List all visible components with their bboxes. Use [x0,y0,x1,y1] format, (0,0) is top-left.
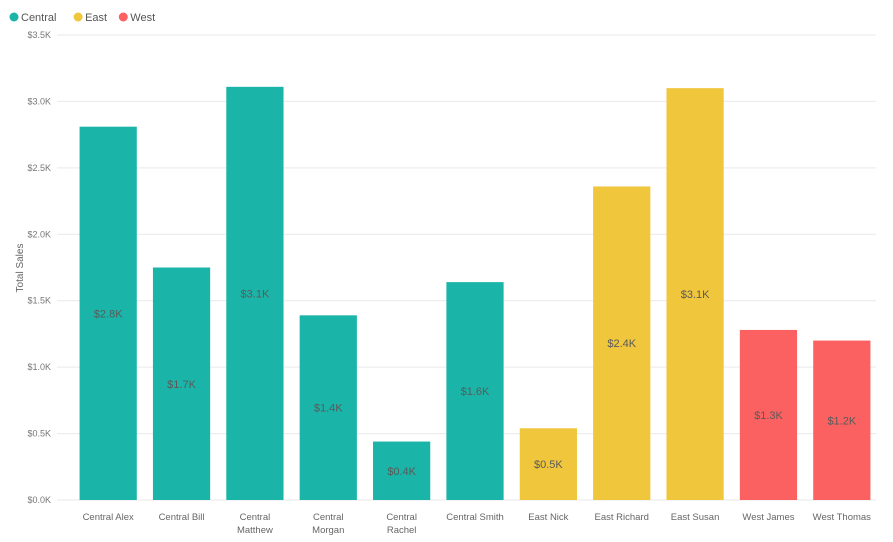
y-axis-ticks: $0.0K $0.5K $1.0K $1.5K $2.0K $2.5K $3.0K $3.5K [27,30,51,505]
data-labels: $2.8K $1.7K $3.1K $1.4K $0.4K $1.6K $0.5K $2.4K… [94,288,857,477]
data-label: $2.8K [94,308,123,320]
x-tick-label: East Richard [595,512,649,523]
legend-label-central: Central [21,12,56,24]
legend-label-west: West [130,12,155,24]
legend: Central East West [9,12,155,24]
bar[interactable] [79,126,137,501]
y-tick-label: $3.5K [27,30,51,40]
y-tick-label: $2.5K [27,163,51,173]
x-tick-label: Central Bill [159,512,205,523]
x-tick-label: Central Alex [83,512,134,523]
data-label: $2.4K [607,338,636,350]
bar[interactable] [226,86,284,501]
data-label: $1.4K [314,403,343,415]
x-tick-label: Central Rachel [386,512,417,536]
bar[interactable] [739,329,798,500]
legend-marker-east [73,12,83,22]
data-label: $1.6K [461,386,490,398]
y-axis-title: Total Sales [15,244,26,293]
bars [79,86,871,501]
bar[interactable] [519,428,577,500]
data-label: $0.5K [534,459,563,471]
x-axis-ticks: Central Alex Central Bill Central Matthew Ce… [83,512,872,536]
data-label: $3.1K [241,288,270,300]
x-tick-label: West James [742,512,794,523]
x-tick-label: Central Morgan [312,512,344,536]
y-tick-label: $1.5K [27,296,51,306]
data-label: $1.7K [167,379,196,391]
bar[interactable] [813,340,871,500]
x-tick-label: East Nick [528,512,568,523]
y-tick-label: $0.0K [27,495,51,505]
data-label: $0.4K [387,466,416,478]
bar[interactable] [299,315,357,500]
data-label: $1.2K [827,415,856,427]
y-tick-label: $2.0K [27,229,51,239]
legend-marker-central [9,12,19,22]
x-tick-label: Central Smith [446,512,504,523]
legend-marker-west [118,12,128,22]
bar[interactable] [593,186,651,500]
y-tick-label: $1.0K [27,362,51,372]
x-tick-label: Central Matthew [237,512,273,536]
data-label: $3.1K [681,289,710,301]
legend-label-east: East [85,12,107,24]
y-tick-label: $0.5K [27,429,51,439]
bar[interactable] [373,441,431,500]
y-tick-label: $3.0K [27,96,51,106]
x-tick-label: West Thomas [813,512,872,523]
bar[interactable] [666,88,724,501]
bar[interactable] [446,282,504,500]
data-label: $1.3K [754,410,783,422]
bar[interactable] [152,267,211,501]
x-tick-label: East Susan [671,512,720,523]
